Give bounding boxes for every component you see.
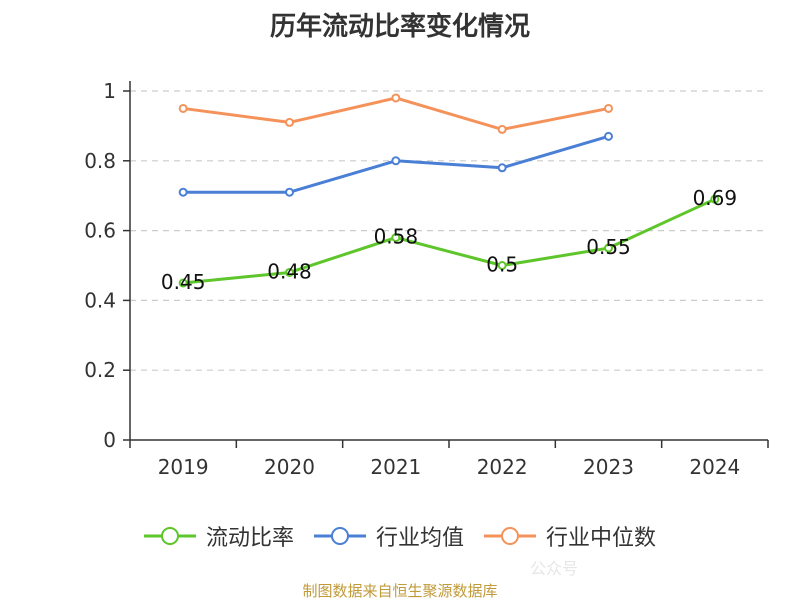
legend-label-current-ratio: 流动比率 [205, 526, 294, 551]
data-label-2021: 0.58 [374, 225, 419, 249]
series-0-point-2022 [497, 261, 507, 270]
series-2-point-2022 [497, 124, 507, 134]
y-tick-label-1: 0.2 [84, 358, 116, 382]
series-0-point-2021 [391, 233, 401, 243]
legend-label-industry-median: 行业中位数 [546, 526, 657, 551]
series-2-point-2023 [604, 103, 613, 113]
series-1-point-2020 [285, 187, 294, 197]
x-tick-label-2019: 2019 [158, 455, 209, 479]
series-2-point-2020 [285, 117, 294, 127]
x-tick-label-2023: 2023 [583, 455, 634, 479]
legend-item-industry-median[interactable]: 行业中位数 [484, 520, 656, 552]
series-0-point-2020 [285, 267, 294, 277]
data-label-2022: 0.5 [486, 253, 518, 277]
legend: 流动比率 行业均值 行业中位数 [0, 520, 800, 552]
series-1-point-2021 [391, 156, 401, 166]
data-labels: 0.45 0.48 0.58 0.5 0.55 0.69 [161, 186, 737, 294]
chart-title: 历年流动比率变化情况 [269, 12, 530, 42]
series-1-point-2022 [497, 163, 507, 173]
series-line-2 [182, 96, 609, 131]
series-2-point-2019 [178, 103, 188, 113]
data-label-2020: 0.48 [267, 259, 312, 283]
gridlines [130, 90, 768, 371]
series-1-point-2019 [178, 187, 188, 197]
data-label-2024: 0.69 [693, 186, 738, 210]
series-0-point-2024 [710, 194, 720, 204]
data-label-2023: 0.55 [586, 235, 631, 259]
x-tick-label-2021: 2021 [370, 455, 421, 479]
y-tick-label-2: 0.4 [84, 288, 116, 312]
y-tick-label-4: 0.8 [84, 149, 116, 173]
legend-item-industry-mean[interactable]: 行业均值 [313, 520, 464, 552]
series-0-point-2023 [604, 243, 613, 253]
watermark: 公众号 [530, 559, 579, 578]
series-line-0 [183, 197, 716, 285]
series-0-point-2019 [178, 278, 188, 288]
series-2-point-2021 [391, 93, 401, 103]
source-note: 制图数据来自恒生聚源数据库 [302, 582, 498, 600]
x-tick-label-2024: 2024 [689, 455, 740, 479]
legend-label-industry-mean: 行业均值 [375, 526, 464, 551]
legend-swatch-current-ratio [143, 527, 196, 545]
x-tick-label-2022: 2022 [477, 455, 528, 479]
data-label-2019: 0.45 [161, 270, 206, 294]
axes: 0 0.2 0.4 0.6 0.8 1 2019 2020 2021 2022 2023 2024 [84, 79, 769, 479]
legend-swatch-industry-median [484, 527, 536, 545]
y-tick-label-5: 1 [103, 79, 116, 103]
series-layer [178, 93, 720, 288]
legend-item-current-ratio[interactable]: 流动比率 [143, 520, 294, 552]
y-tick-label-0: 0 [103, 428, 116, 452]
legend-swatch-industry-mean [313, 527, 366, 545]
x-tick-label-2020: 2020 [264, 455, 315, 479]
y-tick-label-3: 0.6 [84, 219, 116, 243]
series-1-point-2023 [604, 131, 613, 141]
